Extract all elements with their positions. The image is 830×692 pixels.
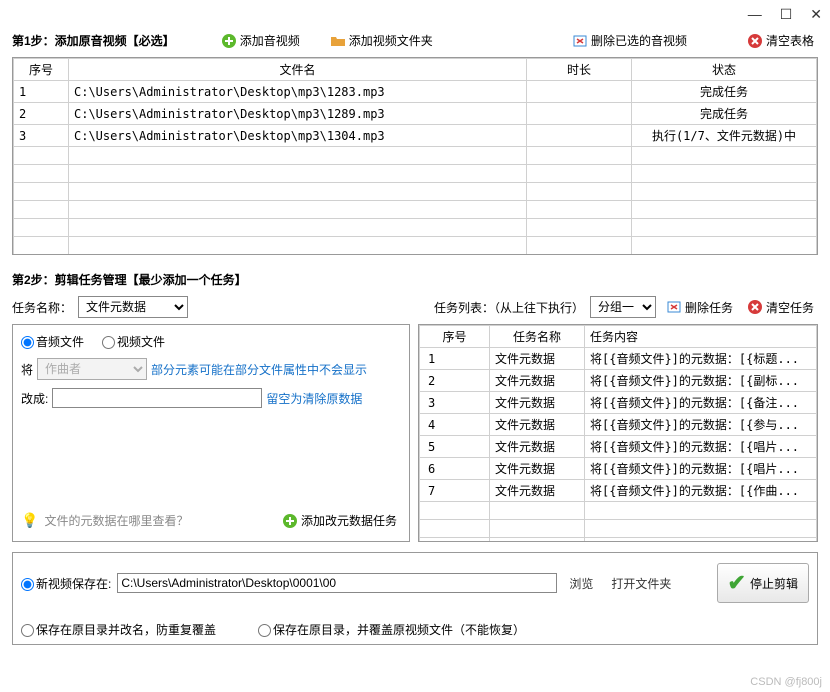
stop-button[interactable]: ✔ 停止剪辑	[717, 563, 809, 603]
task-name-select[interactable]: 文件元数据	[78, 296, 188, 318]
change-hint: 留空为清除原数据	[266, 390, 362, 407]
step2-label: 第2步：剪辑任务管理【最少添加一个任务】	[0, 265, 830, 292]
table-row[interactable]: 1C:\Users\Administrator\Desktop\mp3\1283…	[14, 81, 817, 103]
help-link[interactable]: 文件的元数据在哪里查看？	[38, 510, 194, 531]
radio-video[interactable]: 视频文件	[102, 333, 165, 350]
table-row[interactable]: 3文件元数据将[{音频文件}]的元数据：[{备注...	[420, 392, 817, 414]
clear-task-icon	[747, 299, 763, 315]
table-row[interactable]	[420, 538, 817, 543]
col-duration: 时长	[527, 59, 632, 81]
tcol-content: 任务内容	[585, 326, 817, 348]
delete-task-button[interactable]: 删除任务	[662, 297, 737, 318]
save-rename-radio[interactable]: 保存在原目录并改名，防重复覆盖	[21, 621, 216, 638]
col-no: 序号	[14, 59, 69, 81]
group-select[interactable]: 分组一	[590, 296, 656, 318]
table-row[interactable]: 5文件元数据将[{音频文件}]的元数据：[{唱片...	[420, 436, 817, 458]
check-icon: ✔	[728, 570, 746, 596]
field-label: 将	[21, 361, 33, 378]
tcol-no: 序号	[420, 326, 490, 348]
change-input[interactable]	[52, 388, 262, 408]
change-label: 改成:	[21, 390, 48, 407]
delete-icon	[572, 33, 588, 49]
add-task-icon	[282, 513, 298, 529]
table-row[interactable]	[14, 255, 817, 256]
lightbulb-icon: 💡	[21, 512, 38, 529]
table-row[interactable]	[420, 502, 817, 520]
folder-icon	[330, 33, 346, 49]
table-row[interactable]: 7文件元数据将[{音频文件}]的元数据：[{作曲...	[420, 480, 817, 502]
table-row[interactable]	[14, 147, 817, 165]
table-row[interactable]	[14, 165, 817, 183]
delete-task-icon	[666, 299, 682, 315]
add-task-button[interactable]: 添加改元数据任务	[278, 510, 401, 531]
output-panel: 新视频保存在: 浏览 打开文件夹 ✔ 停止剪辑 保存在原目录并改名，防重复覆盖 …	[12, 552, 818, 645]
clear-icon	[747, 33, 763, 49]
table-row[interactable]: 2文件元数据将[{音频文件}]的元数据：[{副标...	[420, 370, 817, 392]
task-name-label: 任务名称：	[12, 299, 72, 316]
clear-task-button[interactable]: 清空任务	[743, 297, 818, 318]
close-button[interactable]: ✕	[810, 6, 822, 23]
maximize-button[interactable]: ☐	[780, 6, 793, 23]
delete-selected-button[interactable]: 删除已选的音视频	[568, 30, 691, 51]
save-overwrite-radio[interactable]: 保存在原目录，并覆盖原视频文件（不能恢复）	[258, 621, 525, 638]
minimize-button[interactable]: —	[748, 6, 762, 22]
field-hint: 部分元素可能在部分文件属性中不会显示	[151, 361, 367, 378]
table-row[interactable]	[14, 183, 817, 201]
task-table[interactable]: 序号 任务名称 任务内容 1文件元数据将[{音频文件}]的元数据：[{标题...…	[418, 324, 818, 542]
open-folder-button[interactable]: 打开文件夹	[605, 573, 677, 594]
add-icon	[221, 33, 237, 49]
add-folder-button[interactable]: 添加视频文件夹	[326, 30, 437, 51]
table-row[interactable]	[14, 201, 817, 219]
col-status: 状态	[632, 59, 817, 81]
table-row[interactable]	[420, 520, 817, 538]
browse-button[interactable]: 浏览	[563, 573, 599, 594]
task-list-label: 任务列表：（从上往下执行）	[434, 299, 584, 316]
save-path-input[interactable]	[117, 573, 557, 593]
table-row[interactable]: 1文件元数据将[{音频文件}]的元数据：[{标题...	[420, 348, 817, 370]
task-config-panel: 音频文件 视频文件 将 作曲者 部分元素可能在部分文件属性中不会显示 改成: 留…	[12, 324, 410, 542]
step1-label: 第1步：添加原音视频【必选】	[12, 32, 175, 49]
field-select: 作曲者	[37, 358, 147, 380]
file-table[interactable]: 序号 文件名 时长 状态 1C:\Users\Administrator\Des…	[12, 57, 818, 255]
table-row[interactable]: 4文件元数据将[{音频文件}]的元数据：[{参与...	[420, 414, 817, 436]
tcol-name: 任务名称	[490, 326, 585, 348]
radio-audio[interactable]: 音频文件	[21, 333, 84, 350]
table-row[interactable]	[14, 219, 817, 237]
table-row[interactable]: 6文件元数据将[{音频文件}]的元数据：[{唱片...	[420, 458, 817, 480]
table-row[interactable]: 3C:\Users\Administrator\Desktop\mp3\1304…	[14, 125, 817, 147]
watermark: CSDN @fj800j	[750, 676, 822, 688]
clear-table-button[interactable]: 清空表格	[743, 30, 818, 51]
add-av-button[interactable]: 添加音视频	[217, 30, 304, 51]
table-row[interactable]	[14, 237, 817, 255]
save-to-radio[interactable]: 新视频保存在:	[21, 575, 111, 592]
table-row[interactable]: 2C:\Users\Administrator\Desktop\mp3\1289…	[14, 103, 817, 125]
col-filename: 文件名	[69, 59, 527, 81]
